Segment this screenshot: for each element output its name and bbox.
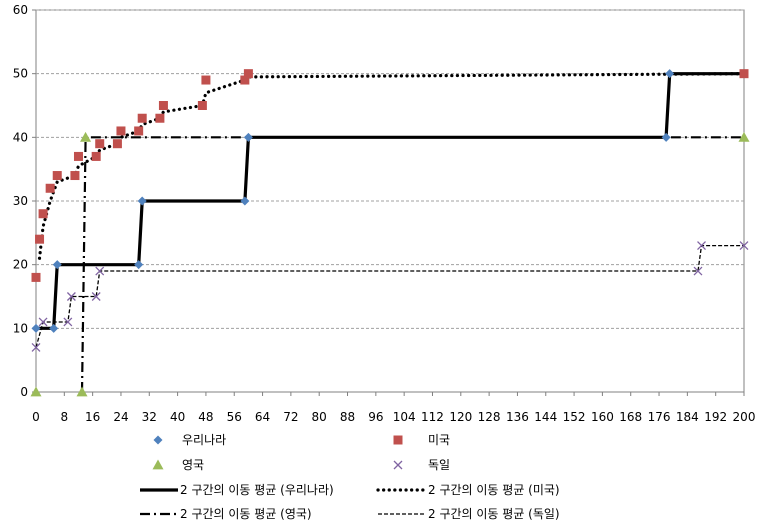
x-tick-label: 32 [142, 410, 157, 424]
x-tick-label: 112 [421, 410, 444, 424]
legend-label-2: 영국 [182, 458, 204, 472]
x-tick-label: 64 [255, 410, 270, 424]
data-point-square [95, 139, 105, 149]
data-point-square [158, 101, 168, 110]
data-point-square [38, 209, 48, 219]
x-tick-label: 72 [283, 410, 298, 424]
data-point-square [116, 126, 126, 136]
y-tick-label: 0 [20, 385, 28, 399]
legend-symbol-triangle [152, 459, 164, 470]
data-point-x [739, 241, 749, 251]
x-tick-label: 56 [227, 410, 242, 424]
data-point-square [240, 75, 250, 85]
data-point-square [35, 234, 45, 244]
data-point-square [52, 171, 62, 181]
data-point-square [201, 75, 211, 85]
data-point-square [137, 113, 147, 123]
legend-label-0: 우리나라 [182, 433, 226, 447]
data-point-triangle [80, 131, 92, 142]
data-point-square [243, 69, 253, 79]
series-line-4 [36, 72, 744, 330]
legend-label-7: 2 구간의 이동 평균 (독일) [428, 507, 560, 521]
x-tick-label: 192 [704, 410, 727, 424]
data-point-x [63, 317, 73, 327]
data-point-diamond [31, 323, 41, 333]
legend-label-1: 미국 [428, 433, 450, 447]
x-tick-label: 128 [478, 410, 501, 424]
legend-label-3: 독일 [428, 458, 450, 472]
data-point-x [95, 266, 105, 276]
x-tick-label: 88 [340, 410, 355, 424]
axes: 0 10 20 30 40 50 60 0 8 16 24 32 40 48 56 64 72 80 88 96 104… [13, 3, 756, 424]
data-point-square [739, 69, 749, 79]
data-point-square [155, 113, 165, 123]
data-point-diamond [240, 196, 250, 206]
x-tick-label: 8 [60, 410, 68, 424]
x-tick-label: 152 [563, 410, 586, 424]
legend-label-4: 2 구간의 이동 평균 (우리나라) [180, 483, 334, 497]
data-point-diamond [49, 323, 59, 333]
x-tick-label: 184 [676, 410, 699, 424]
legend-symbol-x [393, 460, 403, 470]
y-tick-label: 10 [13, 321, 28, 335]
x-tick-label: 40 [170, 410, 185, 424]
data-point-square [197, 101, 207, 110]
x-tick-label: 144 [534, 410, 557, 424]
legend-symbol-square [393, 435, 403, 445]
x-tick-label: 96 [368, 410, 383, 424]
y-tick-label: 30 [13, 194, 28, 208]
data-point-square [31, 272, 41, 282]
y-tick-label: 60 [13, 3, 28, 17]
data-point-diamond [243, 132, 253, 142]
data-point-triangle [76, 386, 88, 397]
x-tick-label: 16 [85, 410, 100, 424]
y-tick-label: 50 [13, 67, 28, 81]
x-tick-label: 0 [32, 410, 40, 424]
series-line-5 [37, 72, 746, 260]
x-tick-label: 48 [198, 410, 213, 424]
data-point-triangle [738, 131, 750, 142]
data-point-diamond [137, 196, 147, 206]
data-point-square [45, 183, 55, 193]
x-tick-label: 136 [506, 410, 529, 424]
data-point-x [693, 266, 703, 276]
x-tick-label: 24 [113, 410, 128, 424]
data-point-x [697, 241, 706, 251]
data-point-diamond [134, 260, 144, 270]
data-point-square [91, 151, 101, 161]
x-tick-label: 176 [648, 410, 671, 424]
data-point-square [134, 126, 144, 136]
data-point-square [70, 171, 80, 181]
data-point-square [73, 151, 83, 161]
data-point-diamond [661, 132, 671, 142]
series-markers [30, 69, 750, 397]
legend-symbol-diamond [153, 435, 163, 445]
x-tick-label: 104 [393, 410, 416, 424]
data-point-x [31, 342, 41, 352]
x-tick-label: 168 [619, 410, 642, 424]
data-point-triangle [30, 386, 42, 397]
legend-label-6: 2 구간의 이동 평균 (영국) [180, 507, 312, 521]
y-tick-label: 40 [13, 130, 28, 144]
x-tick-label: 200 [733, 410, 756, 424]
y-tick-label: 20 [13, 258, 28, 272]
x-tick-label: 160 [591, 410, 614, 424]
data-point-diamond [665, 69, 675, 79]
data-point-square [112, 139, 122, 149]
data-point-x [66, 292, 76, 301]
legend-label-5: 2 구간의 이동 평균 (미국) [428, 483, 560, 497]
x-tick-label: 120 [449, 410, 472, 424]
data-point-x [38, 317, 48, 327]
data-point-x [91, 292, 101, 301]
x-tick-label: 80 [312, 410, 327, 424]
data-point-diamond [52, 260, 62, 270]
